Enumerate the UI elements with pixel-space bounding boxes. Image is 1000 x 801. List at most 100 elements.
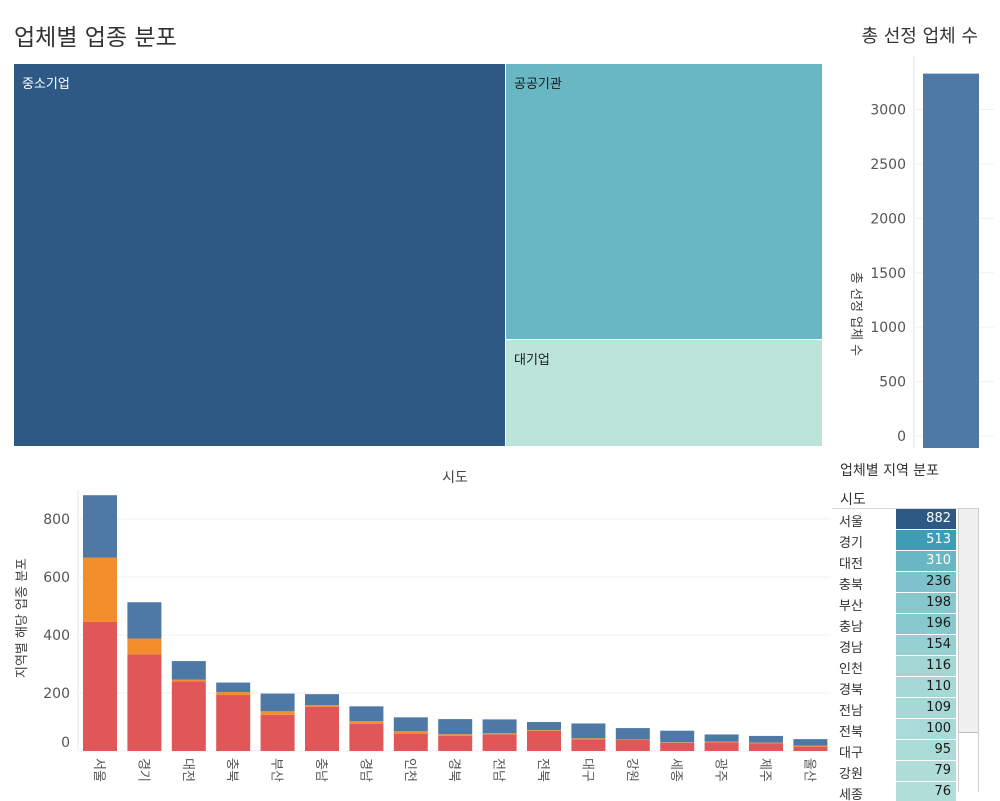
region-x-tick-label: 인천 — [402, 758, 417, 782]
heat-table-region: 세종 — [839, 788, 863, 801]
region-x-tick-label: 경북 — [446, 758, 461, 782]
region-bar-segment[interactable] — [171, 679, 206, 682]
region-bar-segment[interactable] — [127, 638, 162, 655]
total-y-tick-label: 500 — [879, 375, 906, 391]
region-bar-segment[interactable] — [83, 557, 117, 622]
region-bar-segment[interactable] — [571, 739, 606, 751]
region-bar-segment[interactable] — [260, 693, 295, 712]
heat-table-row[interactable]: 전북 100 — [832, 719, 957, 740]
total-y-tick-label: 0 — [897, 429, 906, 445]
region-bar-segment[interactable] — [482, 733, 517, 735]
region-bar-segment[interactable] — [349, 724, 384, 751]
region-bar-segment[interactable] — [527, 730, 561, 751]
heat-table-region: 전북 — [839, 725, 863, 740]
region-bar-segment[interactable] — [305, 705, 339, 707]
treemap-cell-sme[interactable]: 중소기업 — [14, 64, 505, 446]
heat-table-region: 경북 — [839, 683, 863, 698]
heat-table-row[interactable]: 세종 76 — [832, 782, 957, 801]
heat-table-value: 100 — [926, 721, 951, 736]
region-x-tick-label: 강원 — [624, 758, 639, 782]
heat-table-region: 서울 — [839, 515, 863, 530]
region-bar-segment[interactable] — [793, 746, 828, 751]
region-bar-segment[interactable] — [83, 621, 117, 751]
heat-table-row[interactable]: 경기 513 — [832, 530, 957, 551]
heat-table-region: 경남 — [839, 641, 863, 656]
heat-table-row[interactable]: 서울 882 — [832, 509, 957, 530]
region-bar-segment[interactable] — [260, 711, 295, 715]
heat-table-scrollbar[interactable] — [958, 508, 979, 793]
scrollbar-thumb[interactable] — [959, 732, 978, 793]
heat-table-title: 업체별 지역 분포 — [840, 463, 940, 479]
total-bar[interactable] — [923, 73, 979, 448]
region-bar-segment[interactable] — [793, 745, 828, 747]
heat-table-row[interactable]: 충북 236 — [832, 572, 957, 593]
region-x-tick-label: 전남 — [491, 758, 506, 782]
region-bar-segment[interactable] — [615, 728, 650, 740]
region-y-tick-label: 200 — [43, 686, 70, 702]
region-bar-segment[interactable] — [438, 719, 473, 735]
region-bar-segment[interactable] — [349, 706, 384, 722]
region-bar-segment[interactable] — [749, 735, 783, 743]
heat-table-row[interactable]: 경북 110 — [832, 677, 957, 698]
region-bar-segment[interactable] — [527, 722, 561, 731]
region-bar-segment[interactable] — [127, 654, 162, 751]
total-y-tick-label: 2500 — [870, 157, 906, 173]
region-bar-segment[interactable] — [260, 714, 295, 751]
heat-table-row[interactable]: 대전 310 — [832, 551, 957, 572]
heat-table-value: 109 — [926, 700, 951, 715]
heat-table-value: 76 — [934, 784, 951, 799]
region-bar-segment[interactable] — [793, 739, 828, 746]
region-bar-segment[interactable] — [615, 739, 650, 751]
region-bar-segment[interactable] — [660, 730, 695, 743]
region-bar-segment[interactable] — [171, 681, 206, 751]
region-bar-segment[interactable] — [305, 694, 339, 706]
region-bar-segment[interactable] — [660, 742, 695, 743]
region-bar-segment[interactable] — [704, 741, 739, 743]
region-y-tick-label: 800 — [43, 512, 70, 528]
region-bar-segment[interactable] — [571, 738, 606, 740]
heat-table-value: 882 — [926, 511, 951, 526]
region-bar-segment[interactable] — [349, 721, 384, 725]
region-bar-segment[interactable] — [171, 661, 206, 680]
region-bar-segment[interactable] — [527, 730, 561, 731]
region-bar-segment[interactable] — [305, 706, 339, 751]
region-bar-segment[interactable] — [482, 719, 517, 734]
region-bar-segment[interactable] — [571, 723, 606, 739]
region-bar-segment[interactable] — [749, 742, 783, 744]
region-bar-segment[interactable] — [393, 731, 428, 734]
region-bar-segment[interactable] — [216, 682, 251, 693]
region-x-tick-label: 대전 — [180, 758, 195, 782]
region-bar-segment[interactable] — [127, 602, 162, 639]
heat-table-row[interactable]: 강원 79 — [832, 761, 957, 782]
heat-table-cell: 513 — [896, 530, 956, 550]
region-bar-segment[interactable] — [660, 742, 695, 751]
region-bar-segment[interactable] — [393, 733, 428, 751]
region-x-tick-label: 부산 — [269, 758, 284, 782]
treemap-label-large: 대기업 — [514, 353, 550, 368]
region-bar-segment[interactable] — [393, 717, 428, 732]
region-bar-segment[interactable] — [704, 734, 739, 742]
heat-table[interactable]: 서울 882 경기 513 대전 310 충북 236 부산 198 충남 196 경남 154 인천 116… — [832, 508, 958, 801]
heat-table-row[interactable]: 대구 95 — [832, 740, 957, 761]
region-bar-segment[interactable] — [704, 742, 739, 751]
region-x-tick-label: 울산 — [801, 758, 816, 782]
region-bar-segment[interactable] — [216, 692, 251, 696]
region-bar-segment[interactable] — [749, 743, 783, 751]
region-y-tick-label: 600 — [43, 570, 70, 586]
treemap-cell-public[interactable]: 공공기관 — [506, 64, 822, 339]
treemap-cell-large[interactable]: 대기업 — [506, 340, 822, 446]
region-bar-segment[interactable] — [438, 735, 473, 751]
heat-table-row[interactable]: 부산 198 — [832, 593, 957, 614]
heat-table-row[interactable]: 인천 116 — [832, 656, 957, 677]
heat-table-row[interactable]: 충남 196 — [832, 614, 957, 635]
region-x-tick-label: 전북 — [535, 758, 550, 782]
heat-table-cell: 100 — [896, 719, 956, 739]
region-bar-segment[interactable] — [482, 734, 517, 751]
heat-table-row[interactable]: 경남 154 — [832, 635, 957, 656]
region-bar-segment[interactable] — [216, 695, 251, 751]
region-bar-segment[interactable] — [83, 495, 117, 558]
heat-table-row[interactable]: 전남 109 — [832, 698, 957, 719]
region-bar-segment[interactable] — [615, 739, 650, 740]
region-bar-segment[interactable] — [438, 734, 473, 736]
heat-table-cell: 76 — [896, 782, 956, 801]
